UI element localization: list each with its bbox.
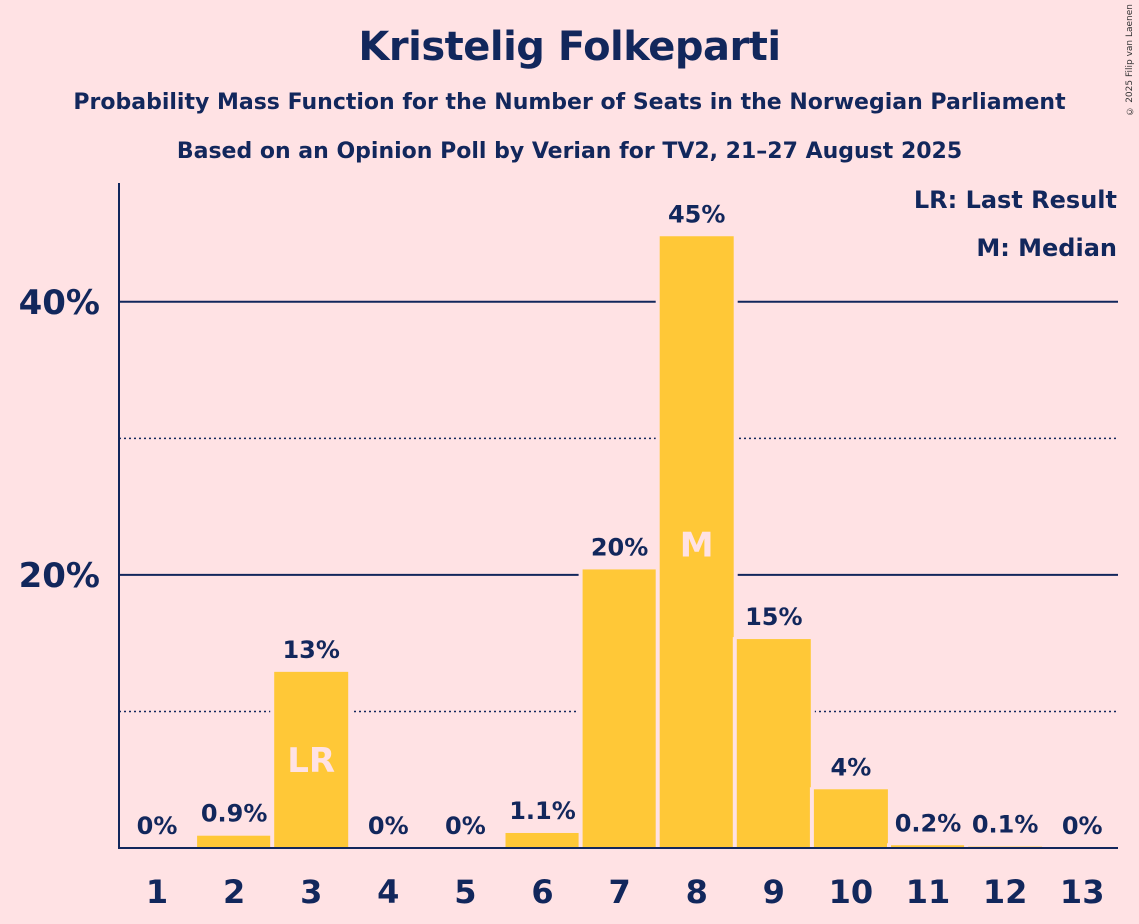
data-label: 45% xyxy=(668,200,725,228)
data-label: 0% xyxy=(445,812,486,840)
data-label: 15% xyxy=(745,603,802,631)
x-tick-label: 12 xyxy=(983,873,1028,911)
data-label: 0.9% xyxy=(201,800,268,828)
x-tick-label: 3 xyxy=(300,873,322,911)
y-tick-label: 20% xyxy=(19,556,100,596)
x-tick-label: 11 xyxy=(906,873,951,911)
data-label: 0% xyxy=(137,812,178,840)
x-tick-label: 10 xyxy=(829,873,874,911)
x-tick-label: 1 xyxy=(146,873,168,911)
chart-source-line: Based on an Opinion Poll by Verian for T… xyxy=(176,139,963,164)
x-tick-label: 8 xyxy=(686,873,708,911)
x-tick-label: 2 xyxy=(223,873,245,911)
median-marker: M xyxy=(680,525,714,565)
bar xyxy=(582,569,657,848)
x-tick-label: 6 xyxy=(531,873,553,911)
data-label: 0% xyxy=(368,812,409,840)
data-label: 13% xyxy=(282,636,339,664)
bar xyxy=(274,671,349,848)
labels: 0% 0.9% 13% 0% 0% 1.1% 20% 45% 15% 4% 0.2% 0.1% 0% LR… xyxy=(137,200,1103,840)
data-label: 0.2% xyxy=(895,809,962,837)
x-tick-label: 7 xyxy=(608,873,630,911)
bar xyxy=(891,845,965,848)
x-tick-label: 9 xyxy=(763,873,785,911)
data-label: 0.1% xyxy=(972,811,1039,839)
axes: 20%40%1 2 3 4 5 6 7 8 9 10 11 12 13 xyxy=(19,183,1118,911)
data-label: 20% xyxy=(591,533,648,561)
data-label: 4% xyxy=(831,753,872,781)
x-tick-label: 4 xyxy=(377,873,399,911)
bar-gap xyxy=(964,844,1047,848)
chart-title: Kristelig Folkeparti xyxy=(358,24,781,70)
bars xyxy=(193,234,1047,848)
bar xyxy=(505,832,580,848)
data-label: 1.1% xyxy=(509,797,576,825)
bar xyxy=(813,789,888,848)
x-tick-label: 13 xyxy=(1060,873,1105,911)
legend-last-result: LR: Last Result xyxy=(913,186,1117,214)
legend-median: M: Median xyxy=(976,234,1117,262)
data-label: 0% xyxy=(1062,812,1103,840)
last-result-marker: LR xyxy=(287,741,335,781)
bar xyxy=(736,639,811,848)
x-tick-label: 5 xyxy=(454,873,476,911)
y-tick-label: 40% xyxy=(19,283,100,323)
bar xyxy=(659,236,734,848)
chart-subtitle: Probability Mass Function for the Number… xyxy=(73,90,1066,115)
bar xyxy=(197,835,272,848)
